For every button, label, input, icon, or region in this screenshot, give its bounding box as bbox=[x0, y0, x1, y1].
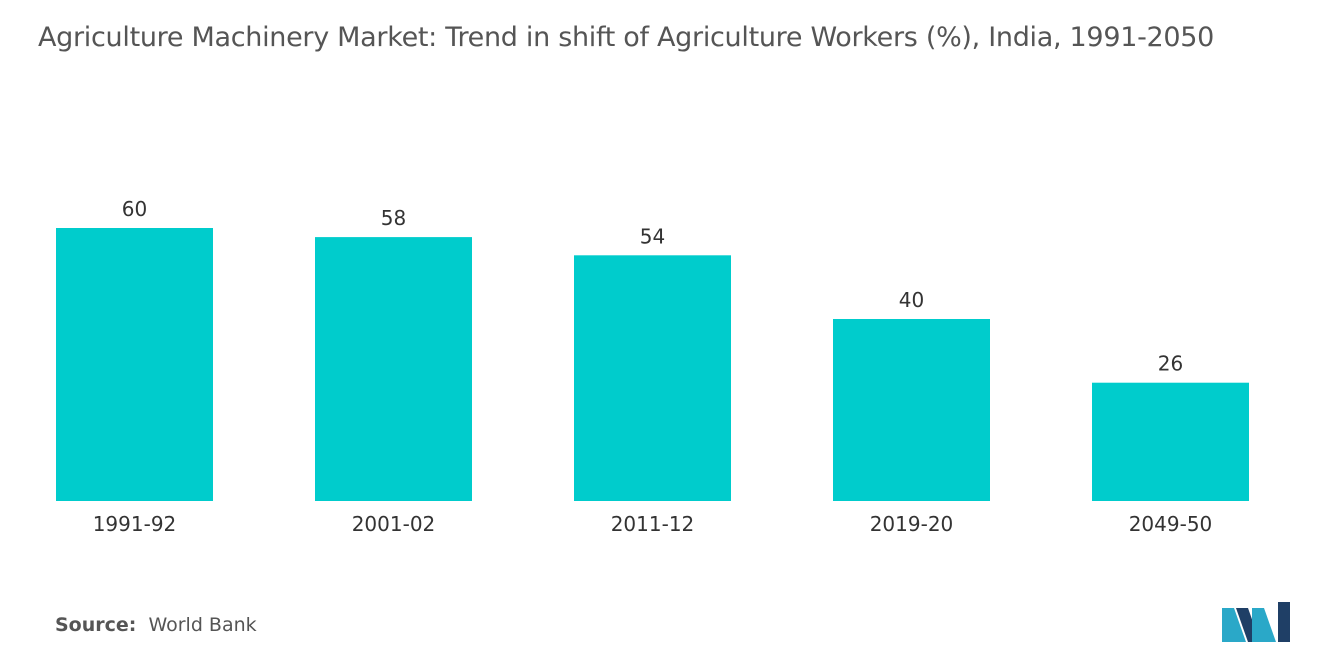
data-label: 54 bbox=[640, 224, 665, 248]
data-label: 58 bbox=[381, 206, 406, 230]
x-tick-label: 2019-20 bbox=[870, 512, 954, 536]
source-value: World Bank bbox=[148, 614, 257, 636]
x-tick-label: 2049-50 bbox=[1129, 512, 1213, 536]
x-tick-label: 2011-12 bbox=[611, 512, 695, 536]
bar-2011-12 bbox=[574, 255, 731, 501]
data-label: 26 bbox=[1158, 352, 1183, 376]
bar-2001-02 bbox=[315, 237, 472, 501]
data-label: 60 bbox=[122, 197, 147, 221]
bar-2019-20 bbox=[833, 319, 990, 501]
data-label: 40 bbox=[899, 288, 924, 312]
bar-1991-92 bbox=[56, 228, 213, 501]
source-label: Source: bbox=[55, 614, 137, 636]
mordor-intelligence-logo-icon bbox=[1222, 602, 1290, 642]
bar-2049-50 bbox=[1092, 382, 1249, 501]
source-note: Source: World Bank bbox=[55, 614, 257, 636]
x-tick-label: 2001-02 bbox=[352, 512, 436, 536]
chart-title: Agriculture Machinery Market: Trend in s… bbox=[38, 22, 1215, 53]
x-tick-label: 1991-92 bbox=[93, 512, 177, 536]
